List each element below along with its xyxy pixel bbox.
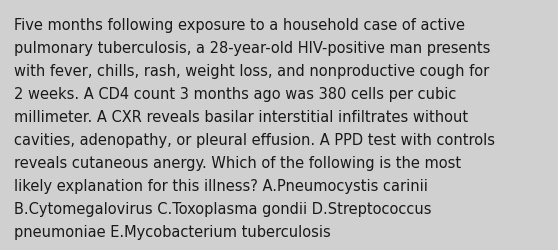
Text: reveals cutaneous anergy. Which of the following is the most: reveals cutaneous anergy. Which of the f…: [14, 156, 461, 170]
Text: cavities, adenopathy, or pleural effusion. A PPD test with controls: cavities, adenopathy, or pleural effusio…: [14, 132, 495, 148]
Text: 2 weeks. A CD4 count 3 months ago was 380 cells per cubic: 2 weeks. A CD4 count 3 months ago was 38…: [14, 86, 456, 102]
Text: likely explanation for this illness? A.Pneumocystis carinii: likely explanation for this illness? A.P…: [14, 178, 428, 194]
Text: millimeter. A CXR reveals basilar interstitial infiltrates without: millimeter. A CXR reveals basilar inters…: [14, 110, 468, 124]
Text: pulmonary tuberculosis, a 28-year-old HIV-positive man presents: pulmonary tuberculosis, a 28-year-old HI…: [14, 40, 490, 56]
Text: with fever, chills, rash, weight loss, and nonproductive cough for: with fever, chills, rash, weight loss, a…: [14, 64, 489, 78]
Text: B.Cytomegalovirus C.Toxoplasma gondii D.Streptococcus: B.Cytomegalovirus C.Toxoplasma gondii D.…: [14, 202, 431, 216]
Text: Five months following exposure to a household case of active: Five months following exposure to a hous…: [14, 18, 465, 32]
Text: pneumoniae E.Mycobacterium tuberculosis: pneumoniae E.Mycobacterium tuberculosis: [14, 224, 331, 240]
